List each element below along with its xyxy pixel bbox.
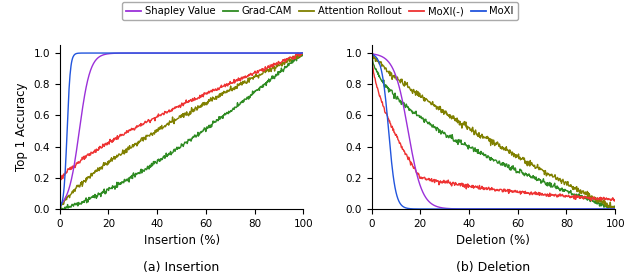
- Text: (b) Deletion: (b) Deletion: [456, 262, 531, 274]
- X-axis label: Deletion (%): Deletion (%): [456, 234, 531, 247]
- Legend: Shapley Value, Grad-CAM, Attention Rollout, MoXI(-), MoXI: Shapley Value, Grad-CAM, Attention Rollo…: [122, 2, 518, 20]
- X-axis label: Insertion (%): Insertion (%): [143, 234, 220, 247]
- Text: (a) Insertion: (a) Insertion: [143, 262, 220, 274]
- Y-axis label: Top 1 Accuracy: Top 1 Accuracy: [15, 83, 28, 171]
